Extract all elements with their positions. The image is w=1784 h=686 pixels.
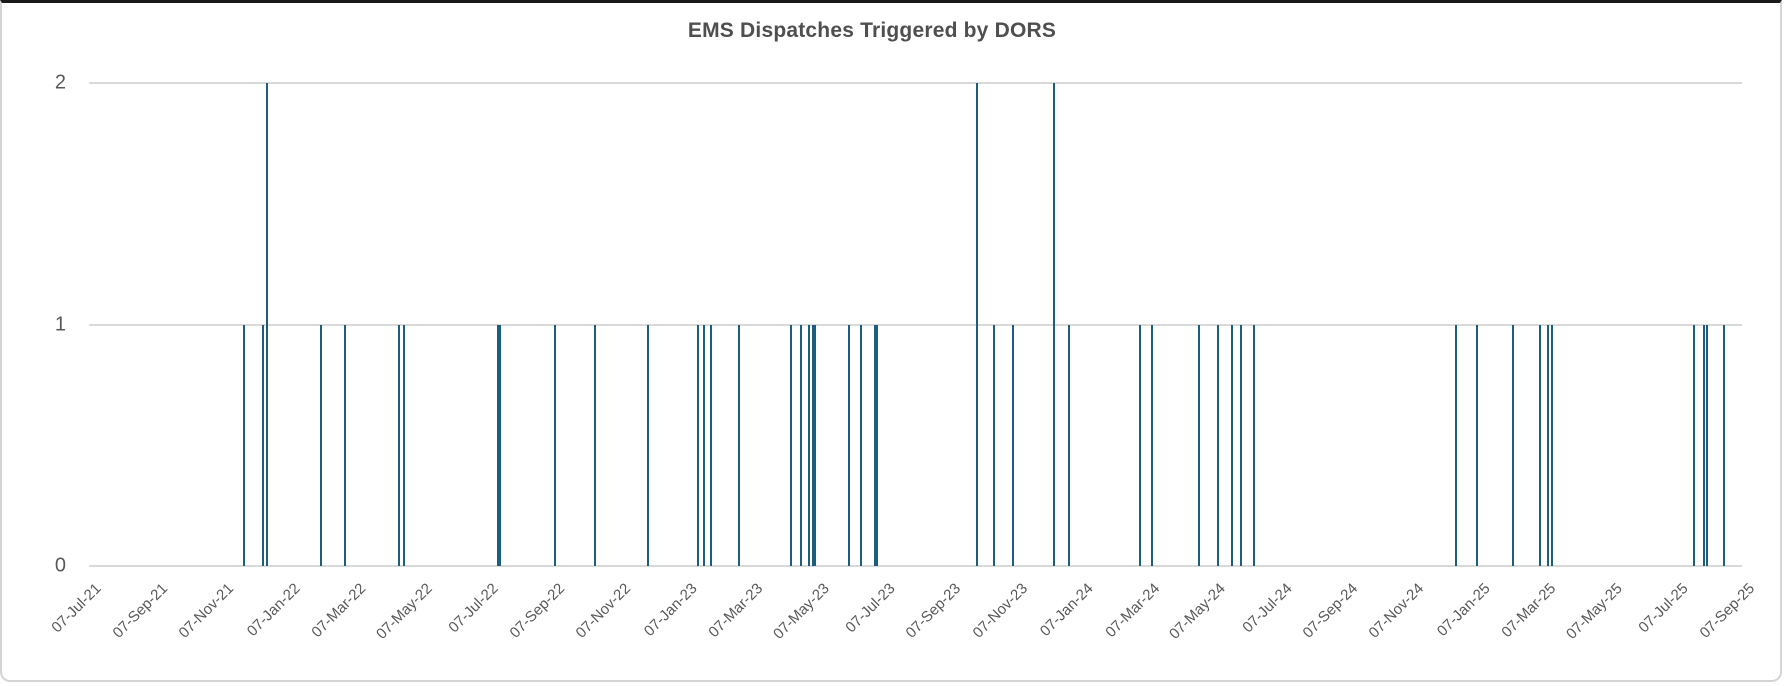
bar — [709, 324, 712, 566]
bar — [703, 324, 706, 566]
bar — [1239, 324, 1242, 566]
bar — [790, 324, 793, 566]
bar — [1546, 324, 1549, 566]
bar — [873, 324, 876, 566]
y-axis: 2 1 0 — [2, 72, 66, 577]
bar — [344, 324, 347, 566]
bar — [402, 324, 405, 566]
bar — [398, 324, 401, 566]
bar — [1230, 324, 1233, 566]
bar — [647, 324, 649, 566]
bar — [859, 324, 862, 566]
gridline — [89, 565, 1742, 567]
bar — [261, 324, 264, 566]
bar — [1539, 324, 1542, 566]
gridline — [89, 82, 1742, 84]
bar — [1454, 324, 1457, 566]
bar — [807, 324, 810, 566]
bar — [993, 324, 996, 566]
bar — [1052, 83, 1055, 566]
bar — [266, 83, 268, 566]
bar — [1706, 324, 1709, 566]
bar — [1476, 324, 1479, 566]
bar — [696, 324, 699, 566]
bar — [847, 324, 850, 566]
x-axis: 07-Jul-21 07-Sep-21 07-Nov-21 07-Jan-22 07-M… — [48, 580, 1759, 643]
bar — [1150, 324, 1153, 566]
bar — [1252, 324, 1255, 566]
y-axis-tick-label: 1 — [54, 313, 66, 335]
bar — [497, 324, 500, 566]
bar — [1198, 324, 1201, 566]
bar — [1138, 324, 1141, 566]
bar — [1693, 324, 1696, 566]
bar — [1703, 324, 1705, 566]
y-axis-tick-label: 0 — [54, 554, 66, 577]
gridline — [89, 323, 1742, 326]
bar — [553, 324, 556, 566]
chart-title: EMS Dispatches Triggered by DORS — [687, 19, 1057, 42]
bar — [975, 83, 978, 566]
bar — [1011, 324, 1014, 566]
bar — [1722, 324, 1725, 566]
bar — [811, 324, 814, 566]
bar — [738, 324, 741, 566]
bar — [499, 324, 502, 566]
bar — [243, 324, 246, 566]
bar — [876, 324, 878, 566]
bar — [320, 324, 323, 566]
bar — [1551, 324, 1554, 566]
bar — [1512, 324, 1514, 566]
bar — [800, 324, 802, 566]
bar — [1216, 324, 1219, 566]
bar — [814, 324, 817, 566]
y-axis-tick-label: 2 — [54, 71, 66, 94]
plot-area — [89, 82, 1742, 567]
bar — [593, 324, 596, 566]
bar — [1068, 324, 1071, 566]
